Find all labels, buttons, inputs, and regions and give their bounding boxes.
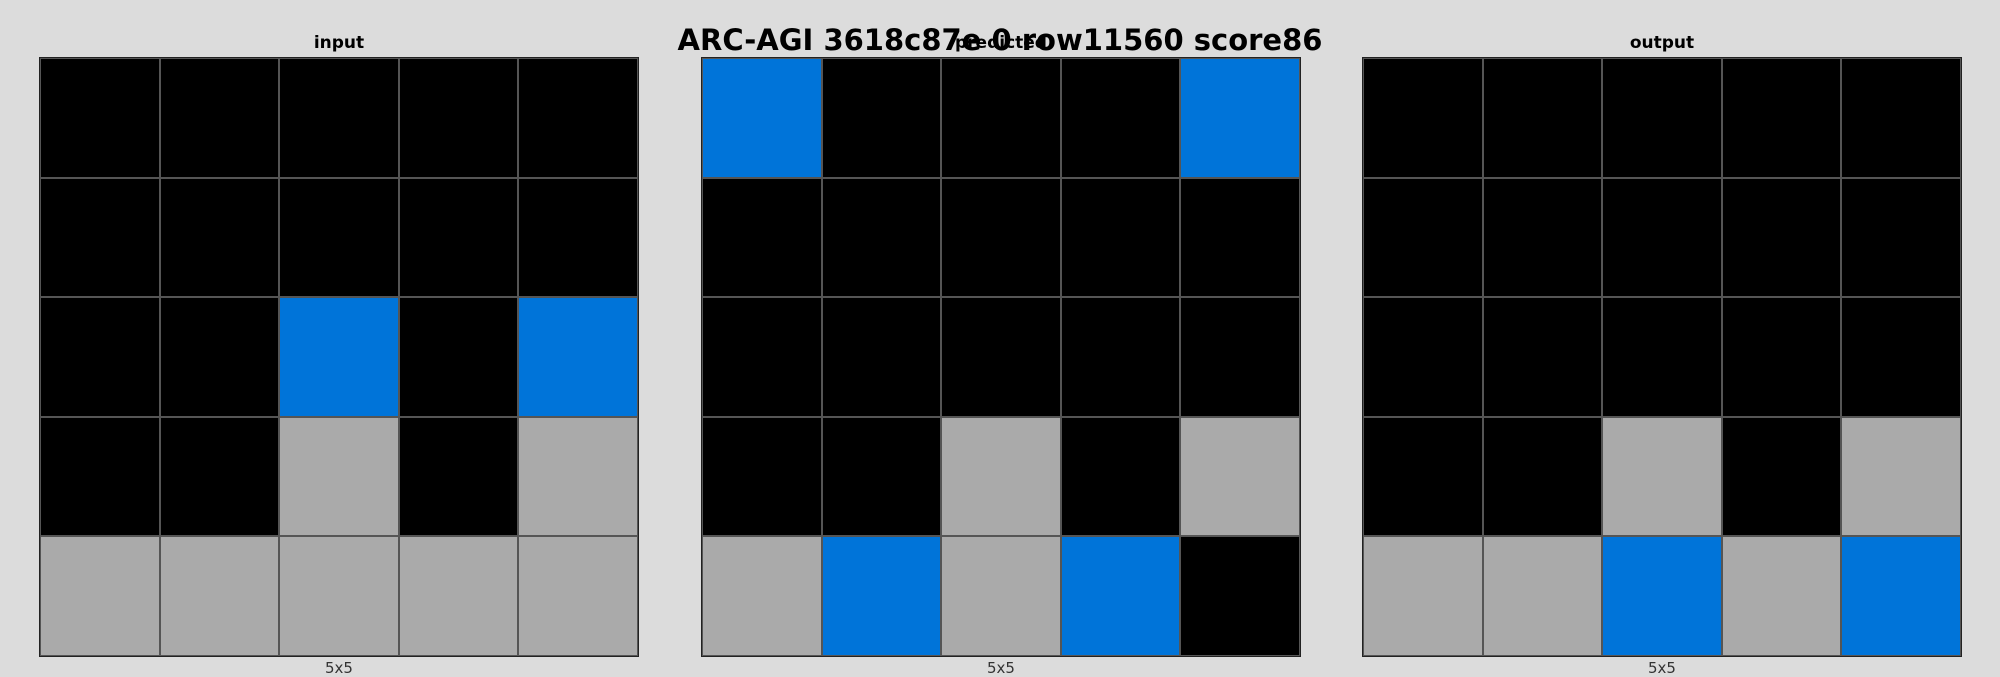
grid-cell (1841, 58, 1961, 178)
grid-cell (159, 416, 280, 537)
grid-cell (1060, 177, 1181, 298)
grid-cell (40, 58, 160, 178)
predicted-grid (701, 57, 1301, 657)
grid-cell (941, 297, 1061, 417)
grid-cell (1602, 536, 1722, 656)
grid-cell (821, 177, 942, 298)
predicted-panel: predicted 5x5 (701, 0, 1301, 677)
grid-cell (279, 536, 399, 656)
grid-cell (1721, 416, 1842, 537)
grid-cell (40, 536, 160, 656)
grid-cell (1060, 58, 1181, 178)
grid-cell (40, 177, 160, 298)
grid-cell (1363, 177, 1483, 298)
grid-cell (1721, 536, 1842, 656)
grid-cell (702, 58, 822, 178)
grid-cell (941, 416, 1061, 537)
grid-cell (1060, 416, 1181, 537)
grid-cell (1180, 177, 1300, 298)
grid-cell (941, 58, 1061, 178)
grid-cell (159, 177, 280, 298)
grid-cell (518, 58, 638, 178)
grid-cell (1841, 177, 1961, 298)
grid-cell (279, 177, 399, 298)
grid-size-label: 5x5 (1648, 659, 1676, 677)
grid-cell (702, 297, 822, 417)
grid-cell (1841, 297, 1961, 417)
input-panel: input 5x5 (39, 0, 639, 677)
grid-cell (821, 297, 942, 417)
grid-cell (159, 297, 280, 417)
grid-cell (1602, 177, 1722, 298)
grid-cell (821, 58, 942, 178)
grid-cell (1482, 58, 1603, 178)
grid-cell (1602, 297, 1722, 417)
grid-cell (279, 58, 399, 178)
grid-cell (821, 416, 942, 537)
grid-cell (40, 416, 160, 537)
grid-cell (821, 536, 942, 656)
grid-cell (279, 416, 399, 537)
grid-cell (1363, 58, 1483, 178)
grid-cell (1180, 58, 1300, 178)
grid-cell (1363, 536, 1483, 656)
grid-cell (398, 58, 519, 178)
grid-cell (1721, 297, 1842, 417)
grid-cell (1482, 177, 1603, 298)
input-grid (39, 57, 639, 657)
grid-cell (1602, 416, 1722, 537)
grid-cell (702, 416, 822, 537)
grid-cell (518, 416, 638, 537)
grid-cell (398, 177, 519, 298)
grid-cell (1482, 416, 1603, 537)
panel-title: output (1629, 33, 1695, 53)
grid-cell (518, 177, 638, 298)
grid-cell (1363, 416, 1483, 537)
grid-cell (1841, 536, 1961, 656)
grid-cell (40, 297, 160, 417)
figure-title: ARC-AGI 3618c87e 0 row11560 score86 (677, 23, 1323, 57)
grid-cell (1060, 536, 1181, 656)
grid-cell (941, 536, 1061, 656)
grid-cell (518, 297, 638, 417)
grid-cell (1180, 416, 1300, 537)
panel-title: input (313, 33, 365, 53)
output-panel: output 5x5 (1362, 0, 1962, 677)
output-grid (1362, 57, 1962, 657)
grid-cell (159, 58, 280, 178)
grid-cell (1060, 297, 1181, 417)
grid-cell (279, 297, 399, 417)
grid-cell (398, 536, 519, 656)
panel-title: predicted (955, 33, 1047, 53)
grid-cell (702, 536, 822, 656)
grid-cell (1180, 536, 1300, 656)
grid-cell (1841, 416, 1961, 537)
grid-cell (1363, 297, 1483, 417)
grid-cell (1482, 297, 1603, 417)
grid-cell (398, 297, 519, 417)
grid-cell (1602, 58, 1722, 178)
grid-size-label: 5x5 (325, 659, 353, 677)
grid-cell (941, 177, 1061, 298)
grid-cell (702, 177, 822, 298)
grid-size-label: 5x5 (987, 659, 1015, 677)
grid-cell (1721, 58, 1842, 178)
grid-cell (1721, 177, 1842, 298)
grid-cell (518, 536, 638, 656)
grid-cell (159, 536, 280, 656)
grid-cell (1482, 536, 1603, 656)
grid-cell (1180, 297, 1300, 417)
grid-cell (398, 416, 519, 537)
